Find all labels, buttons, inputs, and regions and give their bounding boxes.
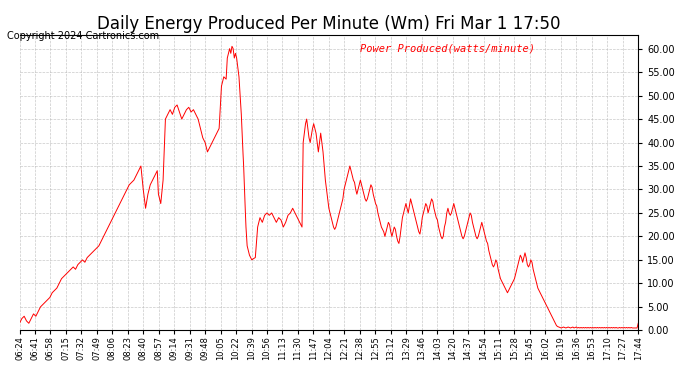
Title: Daily Energy Produced Per Minute (Wm) Fri Mar 1 17:50: Daily Energy Produced Per Minute (Wm) Fr…	[97, 15, 560, 33]
Text: Power Produced(watts/minute): Power Produced(watts/minute)	[359, 44, 535, 53]
Text: Copyright 2024 Cartronics.com: Copyright 2024 Cartronics.com	[7, 32, 159, 41]
